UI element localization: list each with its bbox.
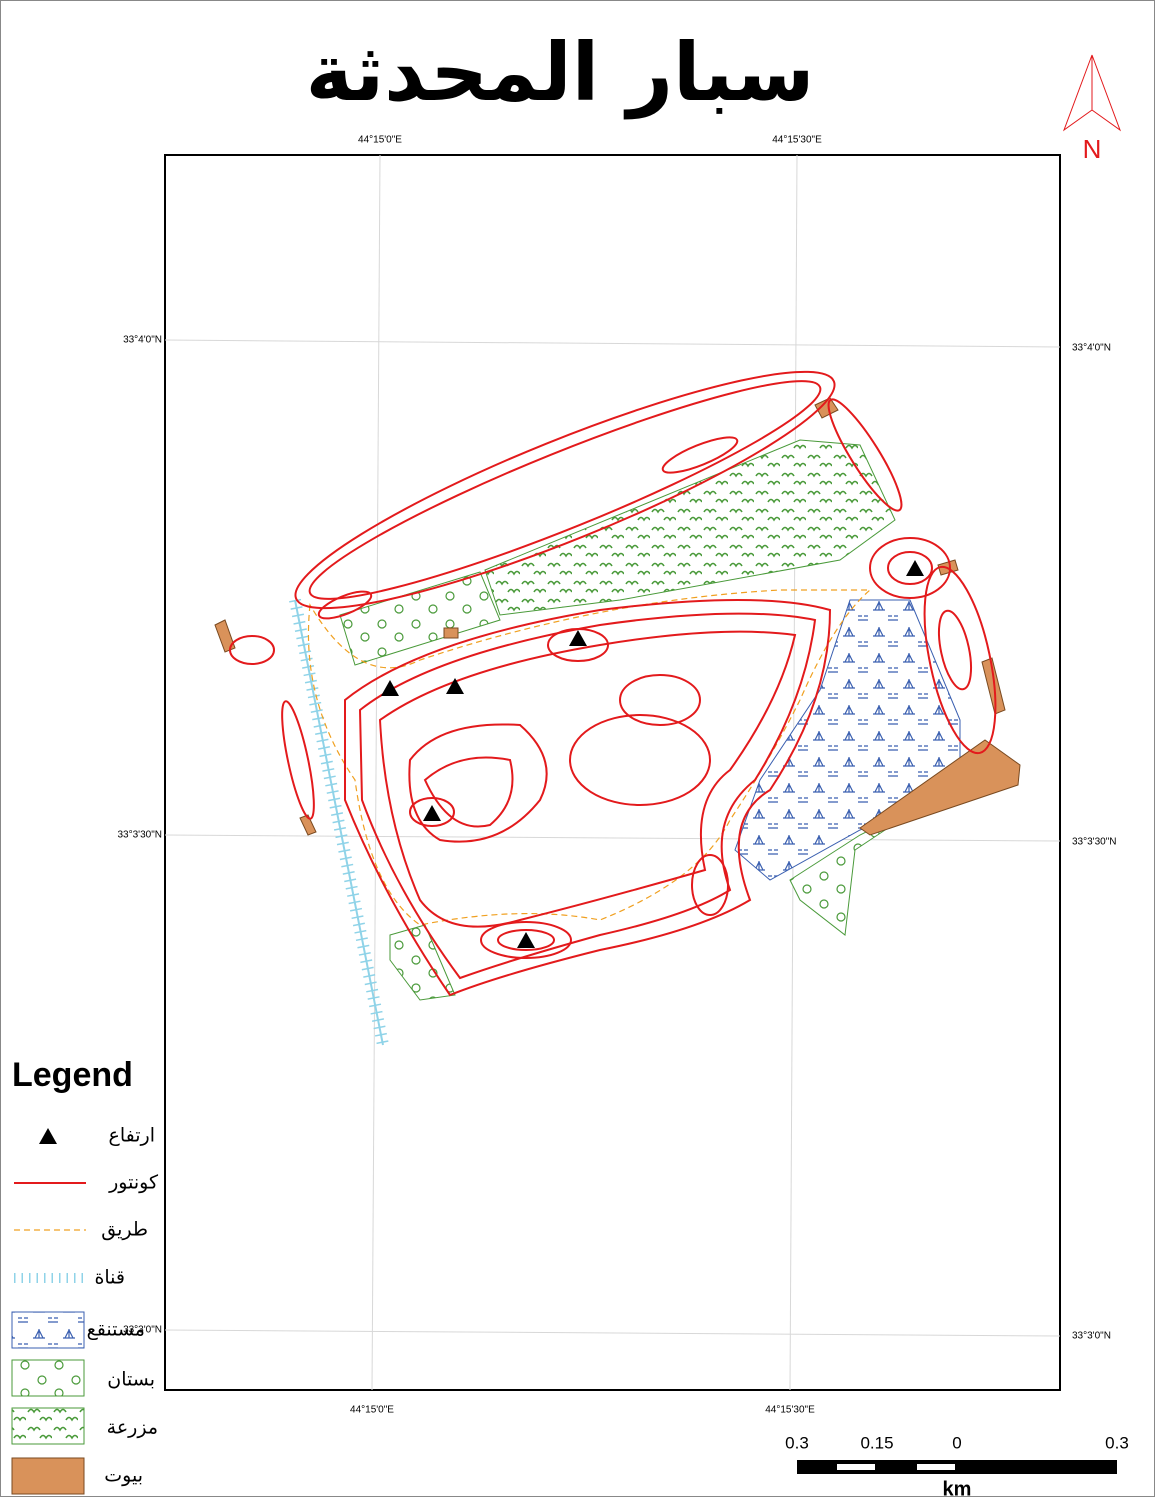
north-label: N [1083,134,1102,164]
map: 44°15'0"E 44°15'30"E 44°15'0"E 44°15'30"… [0,0,1155,1497]
graticule-label: 33°3'30"N [1072,837,1117,848]
scale-label: 0.15 [860,1433,893,1452]
page: map {"title": "سبار المحدثة", "north_arr… [0,0,1155,1497]
house [444,628,458,638]
legend-label: كونتور [108,1172,159,1194]
scale-label: 0.3 [785,1433,809,1452]
legend-symbol [12,1360,84,1396]
scale-label: 0 [952,1433,961,1452]
map-title: سبار المحدثة [306,26,815,120]
legend-label: مزرعة [107,1417,158,1439]
graticule-label: 44°15'0"E [358,135,402,146]
legend-label: قناة [94,1267,125,1289]
scale-segment [837,1464,875,1470]
scale-label: 0.3 [1105,1433,1129,1452]
legend-title: Legend [12,1056,133,1094]
legend-symbol [12,1408,84,1444]
legend-symbol [12,1458,84,1494]
legend-label: ارتفاع [109,1125,155,1147]
legend-label: مستنقع [87,1319,145,1341]
graticule-label: 33°3'0"N [1072,1331,1111,1342]
legend-label: بستان [107,1369,155,1391]
graticule-label: 33°4'0"N [1072,343,1111,354]
body: 44°15'0"E 44°15'30"E 44°15'0"E 44°15'30"… [0,0,1155,1497]
graticule-label: 44°15'30"E [765,1405,815,1416]
legend-label: بيوت [104,1465,143,1487]
legend-label: طريق [101,1219,148,1241]
scale-segment [917,1464,955,1470]
graticule-label: 44°15'0"E [350,1405,394,1416]
graticule-label: 33°4'0"N [123,335,162,346]
legend-symbol [12,1312,84,1348]
graticule-label: 44°15'30"E [772,135,822,146]
graticule-label: 33°3'30"N [118,830,163,841]
scale-unit: km [943,1478,972,1497]
